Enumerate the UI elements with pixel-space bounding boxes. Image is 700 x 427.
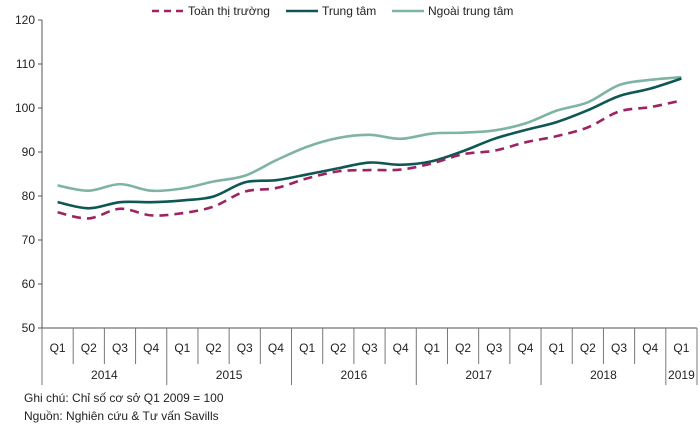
legend-label: Toàn thị trường [188, 4, 270, 18]
x-axis: Q1 Q2 Q3 Q4 Q1 Q2 Q3 Q4 Q1 Q2 Q3 Q4 Q1 Q2 Q3 Q4 Q1 Q2 Q3 Q4… [41, 327, 698, 385]
quarter-label: Q3 [486, 341, 502, 355]
y-axis: 50 60 70 80 90 100 110 120 [15, 13, 43, 335]
quarter-label: Q4 [517, 341, 533, 355]
legend-label: Ngoài trung tâm [428, 4, 513, 18]
y-tick-label: 110 [16, 57, 35, 71]
footnote-source: Nguồn: Nghiên cứu & Tư vấn Savills [24, 409, 219, 423]
quarter-label: Q1 [673, 341, 689, 355]
y-tick-label: 60 [22, 277, 36, 291]
quarter-label: Q1 [549, 341, 565, 355]
plot-area [57, 75, 682, 220]
quarter-label: Q3 [361, 341, 377, 355]
quarter-label: Q3 [237, 341, 253, 355]
quarter-label: Q3 [112, 341, 128, 355]
quarter-label: Q4 [268, 341, 284, 355]
quarter-label: Q2 [206, 341, 222, 355]
year-label: 2019 [668, 368, 695, 382]
year-label: 2018 [590, 368, 617, 382]
year-label: 2017 [465, 368, 492, 382]
quarter-label: Q1 [50, 341, 66, 355]
quarter-label: Q4 [393, 341, 409, 355]
y-tick-label: 70 [22, 233, 36, 247]
quarter-label: Q2 [330, 341, 346, 355]
quarter-label: Q1 [174, 341, 190, 355]
y-tick-label: 50 [22, 321, 36, 335]
quarter-label: Q4 [642, 341, 658, 355]
quarter-label: Q2 [580, 341, 596, 355]
quarter-label: Q2 [455, 341, 471, 355]
y-tick-label: 120 [15, 13, 35, 27]
legend-label: Trung tâm [322, 4, 376, 18]
y-tick-label: 80 [22, 189, 36, 203]
year-label: 2016 [341, 368, 368, 382]
quarter-label: Q4 [143, 341, 159, 355]
quarter-label: Q2 [81, 341, 97, 355]
year-label: 2014 [91, 368, 118, 382]
footnote-base-index: Ghi chú: Chỉ số cơ sở Q1 2009 = 100 [24, 391, 224, 405]
y-tick-label: 90 [22, 145, 36, 159]
year-label: 2015 [216, 368, 243, 382]
series-line-2 [57, 75, 682, 193]
quarter-label: Q3 [611, 341, 627, 355]
quarter-label: Q1 [299, 341, 315, 355]
series-line-1 [57, 77, 682, 210]
chart-legend: Toàn thị trường Trung tâm Ngoài trung tâm [152, 4, 513, 18]
series-line-0 [57, 99, 682, 220]
y-tick-label: 100 [15, 101, 35, 115]
quarter-label: Q1 [424, 341, 440, 355]
